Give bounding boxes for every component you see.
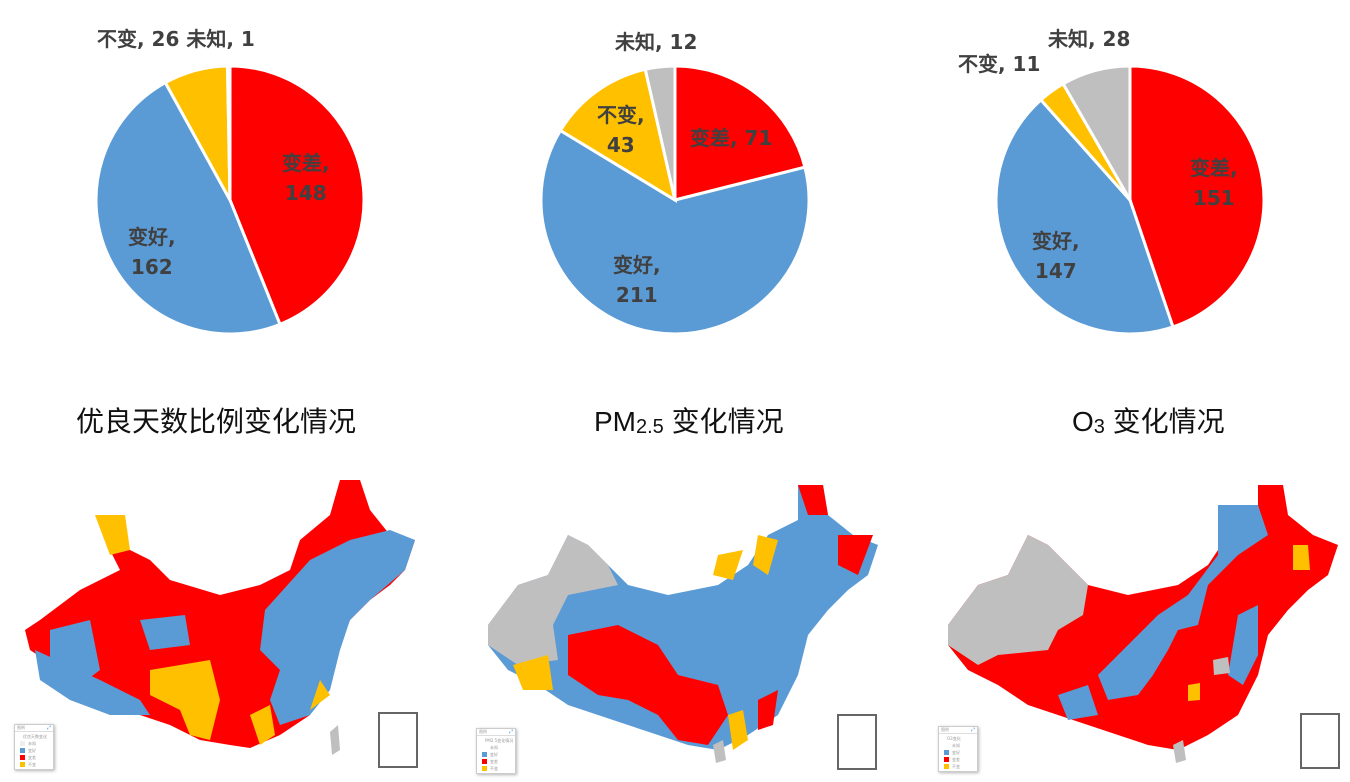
pie-slice-unknown — [1061, 64, 1132, 206]
map-legend-good-days[interactable]: 图例 ⤢ 优良天数变化 未知 变好 变差 不变 — [14, 724, 54, 770]
label-better-name: 变好, — [613, 253, 661, 277]
pie-label-better: 变好, 162 — [128, 222, 176, 282]
pie-label-worse: 变差, 148 — [282, 148, 330, 208]
pie-slice-same — [558, 67, 678, 204]
label-worse-name: 变差, — [1190, 156, 1238, 180]
pie-label-unknown: 未知, 28 — [1048, 27, 1131, 51]
pie-label-unknown: 未知, 12 — [615, 30, 698, 54]
pie-slice-worse — [673, 64, 807, 202]
legend-title: PM2.5变化情况 — [485, 738, 514, 743]
label-same-name: 不变, — [597, 103, 645, 127]
pie-slice-unknown — [225, 64, 232, 201]
label-better-value: 211 — [615, 283, 658, 307]
expand-icon[interactable]: ⤢ — [46, 725, 51, 731]
pie-label-same: 不变, 11 — [958, 52, 1041, 76]
label-better-name: 变好, — [1032, 229, 1080, 253]
pie-slice-worse — [228, 64, 366, 327]
south-china-sea-inset — [1300, 713, 1340, 769]
pie-label-better: 变好, 211 — [613, 250, 661, 310]
pie-chart-o3 — [994, 64, 1266, 336]
title-o3: O3 变化情况 — [1072, 406, 1225, 438]
label-better-value: 147 — [1034, 259, 1077, 283]
pie-slice-worse — [1128, 64, 1266, 329]
title-good-days: 优良天数比例变化情况 — [76, 406, 357, 437]
map-legend-o3[interactable]: 图例 ⤢ O3变化 未知 变好 变差 不变 — [938, 726, 978, 772]
pie-slice-better — [94, 80, 282, 336]
pie-label-worse: 变差, 151 — [1190, 153, 1238, 213]
label-better-value: 162 — [130, 255, 173, 279]
legend-title: O3变化 — [947, 736, 961, 741]
map-o3 — [948, 485, 1338, 763]
south-china-sea-inset — [378, 712, 418, 768]
pie-chart-pm25 — [539, 64, 811, 336]
label-better-name: 变好, — [128, 225, 176, 249]
map-pm25 — [488, 485, 878, 763]
pie-label-same: 不变, 43 — [597, 100, 645, 160]
label-same-value: 43 — [606, 133, 635, 157]
pie-label-better: 变好, 147 — [1032, 226, 1080, 286]
title-pm25: PM2.5 变化情况 — [594, 406, 784, 438]
expand-icon[interactable]: ⤢ — [508, 729, 513, 735]
expand-icon[interactable]: ⤢ — [970, 727, 975, 733]
pie-slice-better — [994, 97, 1175, 336]
legend-title: 优良天数变化 — [23, 734, 47, 739]
pie-chart-good-days — [94, 64, 366, 336]
label-worse-value: 148 — [284, 181, 327, 205]
pie-slice-better — [539, 128, 811, 336]
pie-slice-unknown — [643, 64, 677, 201]
pie-label-same-unknown: 不变, 26 未知, 1 — [97, 27, 255, 51]
map-good-days — [25, 480, 415, 755]
label-worse-name: 变差, — [282, 151, 330, 175]
pie-label-worse: 变差, 71 — [690, 126, 773, 150]
map-legend-pm25[interactable]: 图例 ⤢ PM2.5变化情况 未知 变好 变差 不变 — [476, 728, 516, 774]
south-china-sea-inset — [837, 714, 877, 770]
label-worse-value: 151 — [1192, 186, 1235, 210]
